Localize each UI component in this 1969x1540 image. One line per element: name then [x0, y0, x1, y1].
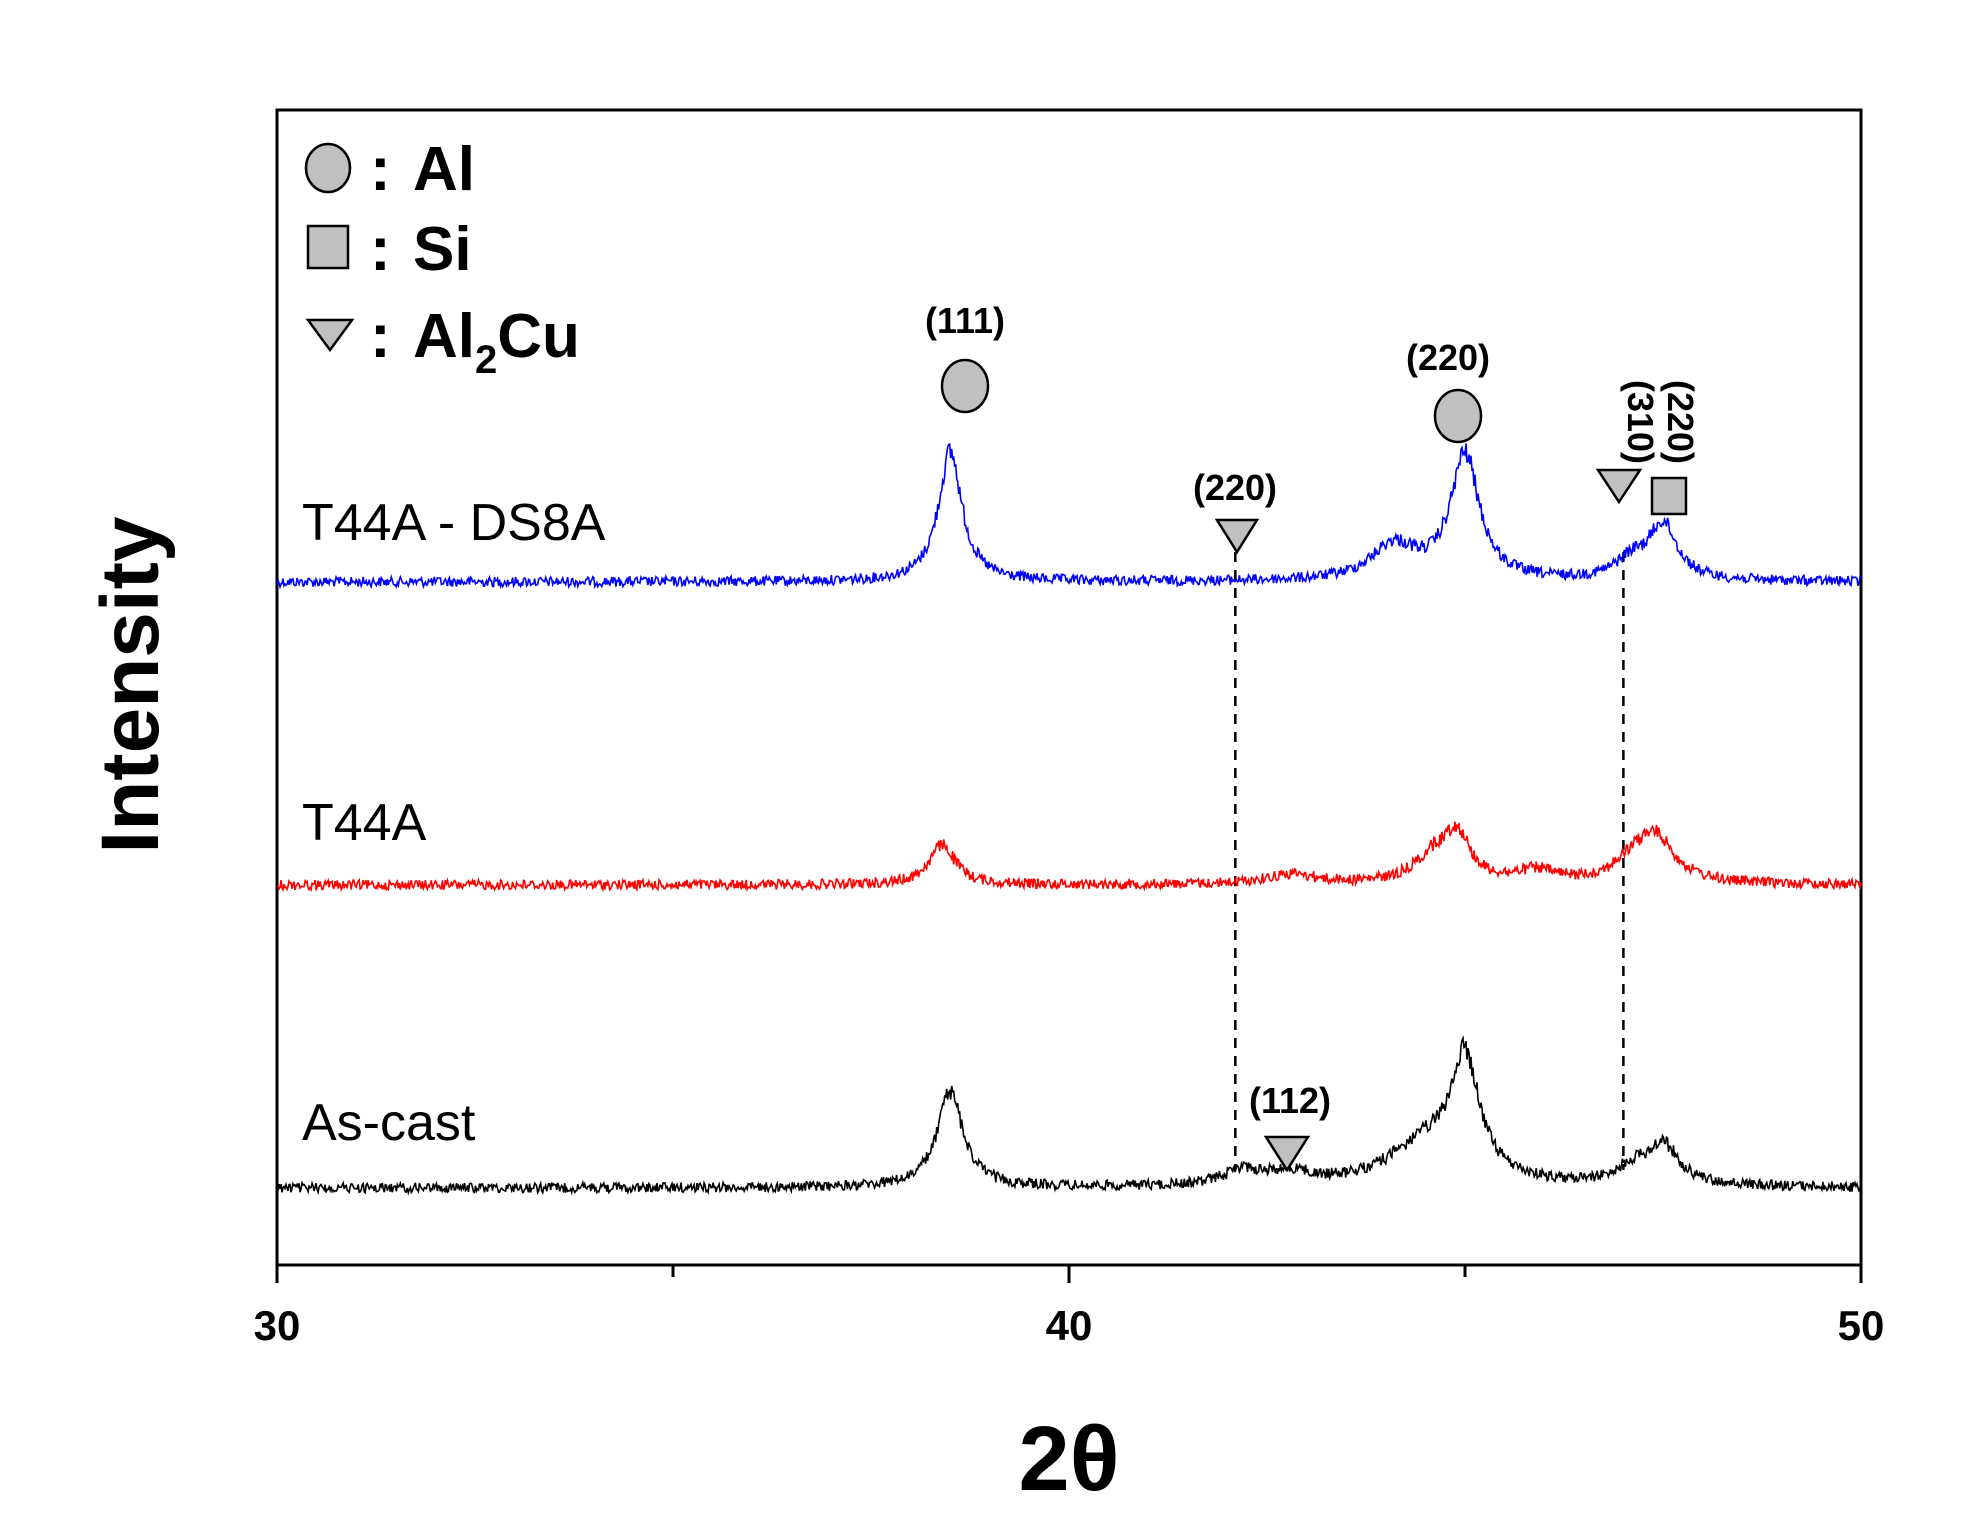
series-traces [276, 443, 1862, 1196]
legend-triangle-icon [305, 318, 355, 353]
x-tick-label: 40 [1046, 1302, 1093, 1349]
series-label-ds8a: T44A - DS8A [302, 494, 606, 552]
peak-label-al-111: (111) [925, 300, 1005, 341]
legend-al-separator: : [370, 135, 391, 204]
legend-si-separator: : [370, 215, 391, 284]
peak-label-si-220: (220) [1660, 380, 1701, 464]
series-label-t44a: T44A [302, 794, 427, 852]
y-axis-title: Intensity [85, 516, 176, 854]
al2cu-310-triangle-icon [1595, 468, 1643, 505]
legend-al2cu-text: Al2Cu [413, 302, 580, 382]
series-line-t44a [276, 821, 1862, 893]
peak-label-al2cu-220: (220) [1193, 467, 1277, 508]
legend-circle-icon [304, 142, 352, 194]
legend-al2cu-separator: : [370, 302, 391, 371]
al-220-circle-icon [1433, 388, 1483, 444]
legend-al-text: Al [413, 135, 475, 204]
si-220-square-icon [1650, 476, 1688, 516]
legend-si-text: Si [413, 215, 472, 284]
x-tick-label: 30 [254, 1302, 301, 1349]
series-line-ds8a [276, 443, 1862, 590]
peak-annotations: (111) (220) (220) (310) (220) (112) [925, 300, 1701, 1173]
x-axis-title: 2θ [1019, 1408, 1120, 1510]
series-label-as-cast: As-cast [302, 1094, 476, 1152]
reference-lines [1234, 552, 1625, 1170]
series-line-as-cast [276, 1035, 1862, 1196]
peak-label-al2cu-112: (112) [1249, 1080, 1331, 1121]
legend-square-icon [306, 224, 350, 270]
x-tick-label: 50 [1838, 1302, 1885, 1349]
legend: : Al : Si : Al2Cu [304, 135, 580, 382]
peak-label-al-220: (220) [1406, 337, 1490, 378]
peak-label-al2cu-310: (310) [1620, 380, 1661, 464]
al2cu-220-triangle-icon [1214, 518, 1260, 555]
al-111-circle-icon [940, 358, 990, 414]
x-ticks: 30 40 50 [254, 1265, 1885, 1349]
al2cu-112-triangle-icon [1263, 1135, 1311, 1173]
